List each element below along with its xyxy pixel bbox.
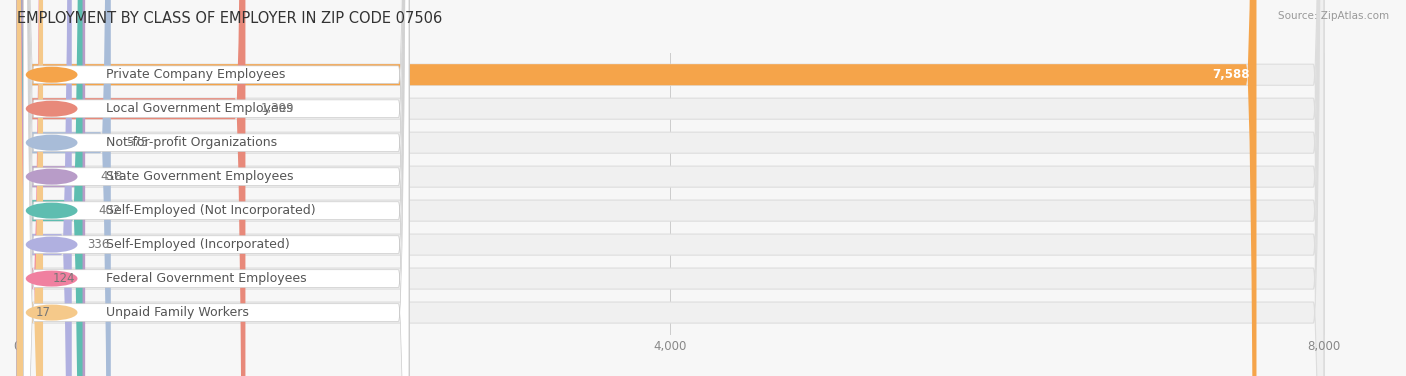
FancyBboxPatch shape [17, 0, 1257, 376]
FancyBboxPatch shape [24, 0, 409, 376]
Ellipse shape [25, 203, 77, 218]
FancyBboxPatch shape [17, 0, 1324, 376]
FancyBboxPatch shape [24, 0, 409, 376]
Text: Self-Employed (Incorporated): Self-Employed (Incorporated) [105, 238, 290, 251]
Text: 124: 124 [53, 272, 76, 285]
FancyBboxPatch shape [17, 0, 83, 376]
FancyBboxPatch shape [17, 0, 1324, 376]
FancyBboxPatch shape [17, 0, 1324, 376]
FancyBboxPatch shape [24, 0, 409, 376]
FancyBboxPatch shape [17, 0, 1324, 376]
Ellipse shape [25, 169, 77, 185]
Text: Self-Employed (Not Incorporated): Self-Employed (Not Incorporated) [105, 204, 315, 217]
Text: 575: 575 [127, 136, 149, 149]
Text: Local Government Employees: Local Government Employees [105, 102, 292, 115]
Ellipse shape [25, 101, 77, 117]
Text: EMPLOYMENT BY CLASS OF EMPLOYER IN ZIP CODE 07506: EMPLOYMENT BY CLASS OF EMPLOYER IN ZIP C… [17, 11, 441, 26]
FancyBboxPatch shape [24, 0, 409, 376]
Ellipse shape [25, 135, 77, 151]
FancyBboxPatch shape [24, 0, 409, 376]
FancyBboxPatch shape [17, 0, 72, 376]
Text: 17: 17 [35, 306, 51, 319]
Text: 402: 402 [98, 204, 121, 217]
Text: 7,588: 7,588 [1212, 68, 1250, 81]
FancyBboxPatch shape [17, 0, 246, 376]
Text: Unpaid Family Workers: Unpaid Family Workers [105, 306, 249, 319]
Text: State Government Employees: State Government Employees [105, 170, 294, 183]
FancyBboxPatch shape [24, 0, 409, 376]
Text: 1,399: 1,399 [262, 102, 295, 115]
FancyBboxPatch shape [17, 0, 1324, 376]
Ellipse shape [25, 271, 77, 287]
Text: Private Company Employees: Private Company Employees [105, 68, 285, 81]
FancyBboxPatch shape [17, 0, 1324, 376]
FancyBboxPatch shape [24, 0, 409, 376]
FancyBboxPatch shape [17, 0, 44, 376]
FancyBboxPatch shape [17, 0, 1324, 376]
Text: 336: 336 [87, 238, 110, 251]
FancyBboxPatch shape [17, 0, 111, 376]
FancyBboxPatch shape [24, 0, 409, 376]
FancyBboxPatch shape [17, 0, 86, 376]
Text: Not-for-profit Organizations: Not-for-profit Organizations [105, 136, 277, 149]
Text: Federal Government Employees: Federal Government Employees [105, 272, 307, 285]
Ellipse shape [25, 237, 77, 253]
Text: 418: 418 [101, 170, 124, 183]
Ellipse shape [25, 67, 77, 83]
FancyBboxPatch shape [17, 0, 44, 376]
Ellipse shape [25, 305, 77, 321]
FancyBboxPatch shape [17, 0, 1324, 376]
Text: Source: ZipAtlas.com: Source: ZipAtlas.com [1278, 11, 1389, 21]
